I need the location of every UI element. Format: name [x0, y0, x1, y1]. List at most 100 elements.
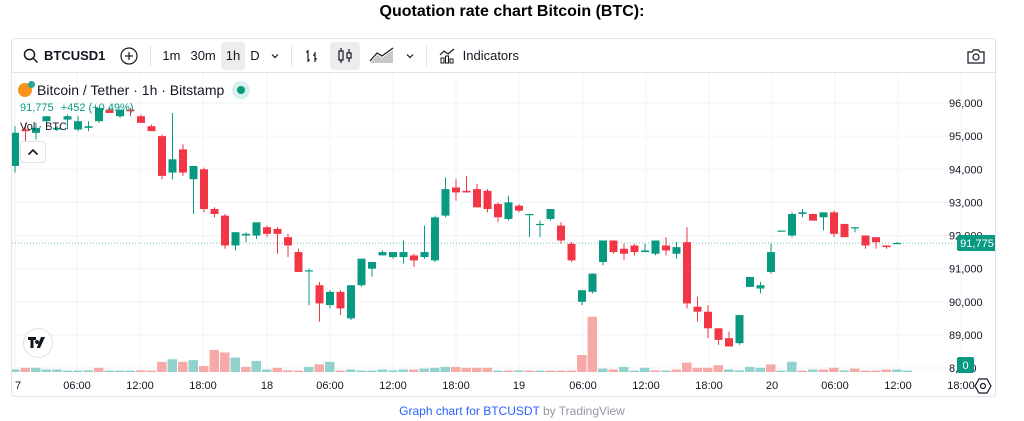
y-tick-label: 90,000	[949, 297, 983, 309]
area-chart-type-button[interactable]	[364, 42, 400, 70]
volume-bar	[682, 362, 692, 372]
camera-icon	[967, 48, 985, 64]
candle-body	[63, 116, 72, 120]
candlestick-chart[interactable]: 96,00095,00094,00093,00092,00091,00090,0…	[10, 74, 997, 396]
screenshot-button[interactable]	[961, 42, 991, 70]
tradingview-logo[interactable]	[23, 328, 53, 358]
volume-bar	[881, 369, 891, 372]
chart-legend: Bitcoin / Tether · 1h · Bitstamp	[18, 81, 251, 99]
interval-1h[interactable]: 1h	[220, 41, 246, 70]
candle-body	[21, 129, 30, 132]
x-tick-label: 06:00	[316, 380, 344, 392]
x-tick-label: 06:00	[63, 380, 91, 392]
volume-bar	[293, 370, 303, 372]
volume-bar	[241, 366, 251, 372]
candle-body	[557, 225, 565, 241]
candle-body	[284, 237, 292, 246]
candle-body	[819, 212, 828, 218]
volume-bar	[608, 369, 618, 372]
volume-bar	[755, 367, 765, 372]
volume-tag: 0	[957, 357, 974, 373]
candle-body	[630, 245, 639, 253]
candle-body	[252, 222, 261, 236]
last-price: 91,775	[20, 102, 54, 114]
volume-bar	[587, 316, 597, 372]
candles-icon	[338, 47, 352, 63]
candle-body	[357, 258, 366, 286]
volume-bar	[472, 367, 482, 372]
candle-body	[851, 227, 859, 229]
volume-bar	[167, 359, 177, 372]
settings-gear-icon[interactable]	[974, 378, 992, 394]
candle-body	[641, 250, 649, 253]
candle-body	[294, 252, 303, 272]
chart-link[interactable]: Graph chart for BTCUSDT	[399, 404, 540, 418]
candle-body	[746, 276, 754, 287]
candle-body	[515, 205, 523, 211]
candle-body	[116, 109, 124, 117]
compare-symbol-button[interactable]	[114, 42, 144, 70]
volume-bar	[335, 370, 345, 372]
candle-body	[693, 306, 702, 312]
interval-1d[interactable]: D	[250, 48, 260, 63]
candle-body	[872, 237, 880, 243]
candle-body	[368, 262, 376, 269]
volume-bar	[556, 370, 566, 372]
candle-body	[861, 235, 870, 246]
indicators-icon	[439, 48, 455, 63]
volume-bar	[577, 355, 587, 372]
volume-bar	[713, 365, 723, 372]
volume-bar	[157, 361, 167, 372]
interval-1m[interactable]: 1m	[162, 48, 181, 63]
bitcoin-icon	[18, 81, 35, 97]
symbol-search-button[interactable]: BTCUSD1	[18, 42, 110, 70]
svg-text:0: 0	[962, 360, 968, 372]
volume-bar	[388, 370, 398, 372]
y-tick-label: 91,000	[949, 264, 983, 276]
volume-bar	[640, 367, 650, 372]
candle-body	[504, 202, 513, 219]
volume-bar	[230, 357, 240, 372]
candle-body	[347, 285, 355, 319]
x-tick-label: 18:00	[695, 380, 723, 392]
volume-bar	[94, 367, 104, 372]
candle-body	[599, 240, 607, 263]
volume-bar	[839, 370, 849, 372]
volume-bar	[661, 370, 671, 372]
candle-body	[714, 328, 723, 340]
chart-type-dropdown[interactable]	[400, 42, 420, 70]
volume-bar	[398, 369, 408, 372]
volume-bar	[125, 370, 135, 372]
volume-bar	[629, 370, 639, 372]
chart-toolbar: BTCUSD1 1m 30m 1h D Indicators	[12, 39, 995, 73]
collapse-legend-button[interactable]	[20, 141, 46, 163]
candle-body	[546, 209, 555, 219]
interval-dropdown[interactable]	[265, 42, 285, 70]
volume-bar	[52, 369, 62, 372]
change-value: +452 (+0.49%)	[60, 102, 134, 114]
volume-bar	[430, 367, 440, 372]
candle-body	[431, 217, 439, 261]
search-icon	[23, 48, 39, 63]
tradingview-logo-icon	[28, 337, 45, 348]
candle-body	[263, 227, 271, 234]
x-tick-label: 06:00	[821, 380, 849, 392]
chart-area[interactable]: 96,00095,00094,00093,00092,00091,00090,0…	[10, 74, 997, 396]
volume-bar	[251, 360, 261, 372]
candle-body	[798, 212, 807, 214]
bar-chart-type-button[interactable]	[298, 42, 326, 70]
volume-bar	[850, 368, 860, 372]
indicators-button[interactable]: Indicators	[433, 42, 524, 70]
candles-chart-type-button[interactable]	[329, 41, 360, 70]
candle-body	[725, 338, 733, 347]
candle-body	[147, 126, 156, 132]
candle-body	[536, 223, 544, 226]
volume-bar	[860, 370, 870, 372]
volume-bar	[461, 367, 471, 372]
volume-bar	[419, 368, 429, 372]
volume-bar	[367, 370, 377, 372]
last-price-tag: 91,775	[957, 234, 997, 251]
interval-30m[interactable]: 30m	[190, 48, 216, 63]
indicators-label: Indicators	[462, 48, 519, 63]
volume-bar	[671, 369, 681, 372]
